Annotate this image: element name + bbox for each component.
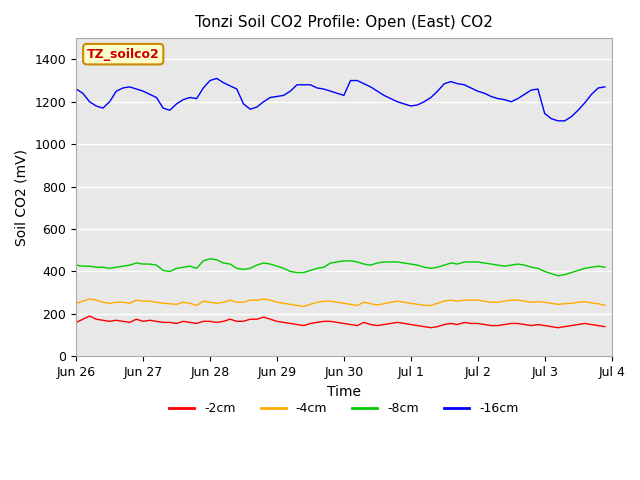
Title: Tonzi Soil CO2 Profile: Open (East) CO2: Tonzi Soil CO2 Profile: Open (East) CO2 [195,15,493,30]
X-axis label: Time: Time [327,384,361,398]
Text: TZ_soilco2: TZ_soilco2 [87,48,159,60]
Y-axis label: Soil CO2 (mV): Soil CO2 (mV) [15,149,29,246]
Legend: -2cm, -4cm, -8cm, -16cm: -2cm, -4cm, -8cm, -16cm [164,397,524,420]
